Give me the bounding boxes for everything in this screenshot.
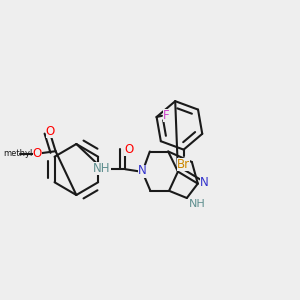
Text: O: O — [46, 125, 55, 139]
Text: N: N — [138, 164, 147, 178]
Text: O: O — [33, 147, 42, 160]
Text: NH: NH — [189, 199, 206, 208]
Text: N: N — [200, 176, 208, 190]
Text: F: F — [163, 109, 170, 122]
Text: Br: Br — [177, 158, 190, 171]
Text: methyl: methyl — [3, 149, 32, 158]
Text: O: O — [124, 143, 134, 156]
Text: NH: NH — [93, 162, 111, 175]
